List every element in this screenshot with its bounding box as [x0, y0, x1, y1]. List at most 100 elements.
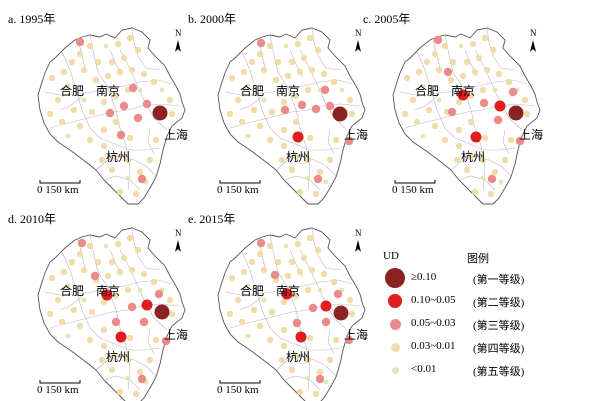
- city-dot: [65, 133, 71, 139]
- map-panel-c: c. 2005年 N 0 150 km 合肥 南京 上海 杭州: [363, 10, 575, 210]
- city-boundary: [241, 251, 341, 351]
- city-dot: [146, 356, 154, 364]
- city-dot: [471, 68, 479, 76]
- city-dot: [260, 66, 268, 74]
- city-dot: [128, 66, 136, 74]
- city-dot-grade3: [128, 83, 138, 93]
- city-label-nanjing: 南京: [96, 284, 121, 298]
- city-dot: [479, 156, 487, 164]
- city-dot: [292, 352, 300, 360]
- city-dot: [332, 336, 340, 344]
- city-dot-grade3: [256, 38, 266, 48]
- city-dot: [467, 92, 475, 100]
- map-svg-d: [37, 227, 186, 401]
- city-dot: [339, 87, 345, 93]
- city-dot: [94, 58, 102, 66]
- city-dot: [475, 54, 483, 62]
- city-dot: [292, 92, 300, 100]
- north-label: N: [175, 28, 182, 38]
- city-dot-grade3: [333, 289, 343, 299]
- city-dot: [152, 336, 160, 344]
- city-dot: [491, 168, 499, 176]
- city-dot: [288, 258, 296, 266]
- scale-bar: [39, 180, 81, 184]
- city-dot: [98, 156, 106, 164]
- city-dot: [228, 274, 236, 282]
- city-dot: [300, 54, 308, 62]
- city-boundary: [414, 93, 440, 111]
- city-dot: [300, 254, 308, 262]
- city-label-hangzhou: 杭州: [461, 150, 486, 164]
- city-boundary: [502, 129, 510, 155]
- city-dot: [114, 240, 122, 248]
- city-dot: [316, 168, 324, 176]
- map-svg-e: [217, 227, 366, 401]
- map-svg-b: [217, 27, 366, 205]
- legend-range: 0.10~0.05: [411, 294, 456, 306]
- city-dot: [240, 68, 248, 76]
- city-label-shanghai: 上海: [344, 128, 369, 142]
- city-dot: [100, 326, 108, 334]
- city-dot-grade1: [333, 305, 349, 321]
- city-dot: [86, 336, 94, 344]
- city-dot: [505, 78, 513, 86]
- city-dot: [68, 258, 76, 266]
- city-dot: [278, 356, 286, 364]
- city-dot: [481, 134, 489, 142]
- north-arrow-icon: [530, 40, 536, 52]
- city-dot-grade3: [105, 108, 115, 118]
- city-dot: [112, 118, 120, 126]
- city-label-nanjing: 南京: [276, 84, 301, 98]
- city-dot: [100, 342, 108, 350]
- city-boundary: [49, 303, 181, 329]
- city-dot: [86, 242, 94, 250]
- city-dot: [489, 46, 497, 54]
- city-boundary: [416, 51, 516, 151]
- city-label-hangzhou: 杭州: [286, 150, 311, 164]
- city-boundary: [404, 103, 536, 129]
- city-dot: [137, 287, 143, 293]
- city-dot-grade3: [308, 303, 318, 313]
- city-dot-grade3: [325, 101, 335, 111]
- city-boundary: [61, 51, 161, 151]
- city-dot: [441, 136, 449, 144]
- city-dot: [112, 352, 120, 360]
- city-dot: [455, 98, 463, 106]
- city-dot: [108, 258, 116, 266]
- city-dot: [88, 108, 96, 116]
- city-dot: [250, 306, 258, 314]
- city-dot: [284, 272, 292, 280]
- city-dot: [401, 110, 409, 118]
- city-dot-grade3: [270, 270, 280, 280]
- city-dot-grade2: [470, 131, 482, 143]
- city-dot: [294, 40, 302, 48]
- city-dot: [124, 356, 132, 364]
- city-dot: [296, 268, 304, 276]
- city-dot: [152, 136, 160, 144]
- city-dot: [86, 42, 94, 50]
- city-dot: [521, 96, 529, 104]
- city-dot: [88, 308, 96, 316]
- city-dot-grade3: [515, 136, 525, 146]
- city-boundary: [283, 175, 321, 191]
- city-dot-grade3: [116, 130, 126, 140]
- city-dot: [261, 297, 267, 303]
- city-dot: [292, 292, 300, 300]
- city-dot: [137, 87, 143, 93]
- city-dot-grade3: [256, 238, 266, 248]
- city-dot: [248, 258, 256, 266]
- north-label: N: [355, 228, 362, 238]
- city-dot-grade3: [137, 174, 147, 184]
- city-dot: [487, 190, 495, 198]
- city-dot: [76, 250, 84, 258]
- city-dot-grade3: [280, 105, 290, 115]
- scale-label: 0 150 km: [37, 184, 79, 196]
- city-label-hefei: 合肥: [60, 284, 85, 298]
- legend-symbol-grade4: [390, 342, 400, 352]
- city-dot: [326, 356, 334, 364]
- city-dot: [280, 342, 288, 350]
- city-dot: [330, 278, 338, 286]
- city-dot: [463, 166, 471, 174]
- city-dot: [288, 58, 296, 66]
- scale-bar: [394, 180, 436, 184]
